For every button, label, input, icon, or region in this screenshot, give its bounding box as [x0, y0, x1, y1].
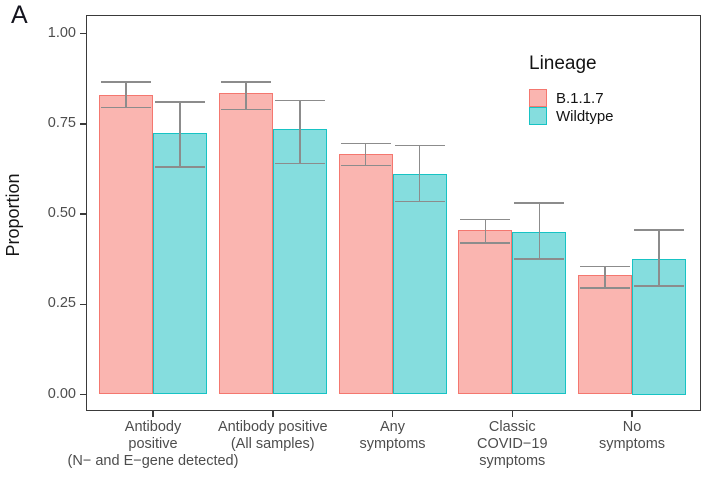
panel-label: A — [11, 1, 28, 29]
legend-title: Lineage — [529, 53, 597, 74]
x-tick-mark — [391, 411, 394, 417]
x-tick-label: Antibody positive (All samples) — [217, 419, 328, 452]
error-bar-cap — [514, 258, 565, 260]
error-bar-cap — [101, 106, 151, 109]
error-bar-cap — [460, 218, 511, 221]
bar — [578, 275, 632, 395]
legend-key-swatch — [529, 107, 547, 125]
y-tick-mark — [80, 32, 86, 35]
x-tick-label: Classic COVID−19 symptoms — [476, 419, 548, 469]
bar — [153, 132, 207, 395]
bar — [218, 93, 273, 395]
error-bar-cap — [634, 229, 684, 231]
error-bar-cap — [274, 162, 325, 165]
error-bar-cap — [460, 242, 511, 244]
error-bar-cap — [394, 200, 445, 203]
error-bar-line — [125, 82, 127, 108]
error-bar-line — [418, 145, 421, 202]
legend-item: Wildtype — [529, 107, 614, 125]
bar — [99, 94, 153, 395]
x-tick-mark — [511, 411, 513, 417]
error-bar-line — [484, 219, 486, 243]
bar — [392, 174, 447, 395]
bar — [272, 129, 327, 395]
y-tick-label: 0.50 — [47, 205, 76, 221]
error-bar-line — [245, 82, 247, 110]
x-tick-mark — [272, 411, 274, 417]
legend: Lineage B.1.1.7 Wildtype — [529, 53, 614, 125]
error-bar-line — [604, 266, 606, 288]
error-bar-line — [658, 230, 660, 287]
error-bar-cap — [514, 202, 565, 204]
error-bar-line — [364, 143, 367, 166]
y-tick-label: 0.25 — [47, 295, 76, 312]
legend-item: B.1.1.7 — [529, 89, 614, 107]
legend-label: B.1.1.7 — [556, 89, 604, 107]
error-bar-cap — [340, 142, 391, 145]
legend-rows: B.1.1.7 Wildtype — [529, 89, 614, 125]
x-tick-mark — [152, 411, 154, 417]
error-bar-cap — [101, 81, 151, 83]
error-bar-cap — [155, 101, 205, 103]
error-bar-cap — [220, 108, 271, 111]
x-tick-label: Antibody positive (N− and E−gene detected) — [67, 419, 239, 469]
y-axis-title: Proportion — [3, 173, 23, 257]
error-bar-cap — [394, 144, 445, 147]
x-tick-mark — [631, 411, 633, 417]
error-bar-line — [299, 100, 301, 164]
x-tick-label: No symptoms — [598, 419, 666, 452]
y-tick-mark — [80, 303, 86, 305]
legend-label: Wildtype — [556, 107, 614, 125]
error-bar-cap — [340, 164, 391, 166]
legend-key-swatch — [529, 89, 547, 107]
error-bar-cap — [274, 99, 325, 102]
error-bar-line — [538, 203, 540, 260]
error-bar-cap — [580, 287, 630, 289]
error-bar-cap — [220, 81, 271, 83]
y-tick-label: 0.75 — [47, 114, 76, 131]
y-tick-mark — [80, 213, 86, 215]
error-bar-cap — [155, 166, 205, 168]
bar — [458, 230, 513, 395]
y-tick-label: 0.00 — [47, 385, 76, 402]
y-tick-mark — [80, 393, 86, 396]
error-bar-cap — [580, 265, 630, 268]
error-bar-cap — [634, 285, 684, 287]
bar — [338, 154, 393, 395]
y-tick-label: 1.00 — [47, 24, 76, 41]
y-tick-mark — [80, 123, 86, 125]
error-bar-line — [179, 102, 181, 168]
x-tick-label: Any symptoms — [359, 419, 426, 452]
